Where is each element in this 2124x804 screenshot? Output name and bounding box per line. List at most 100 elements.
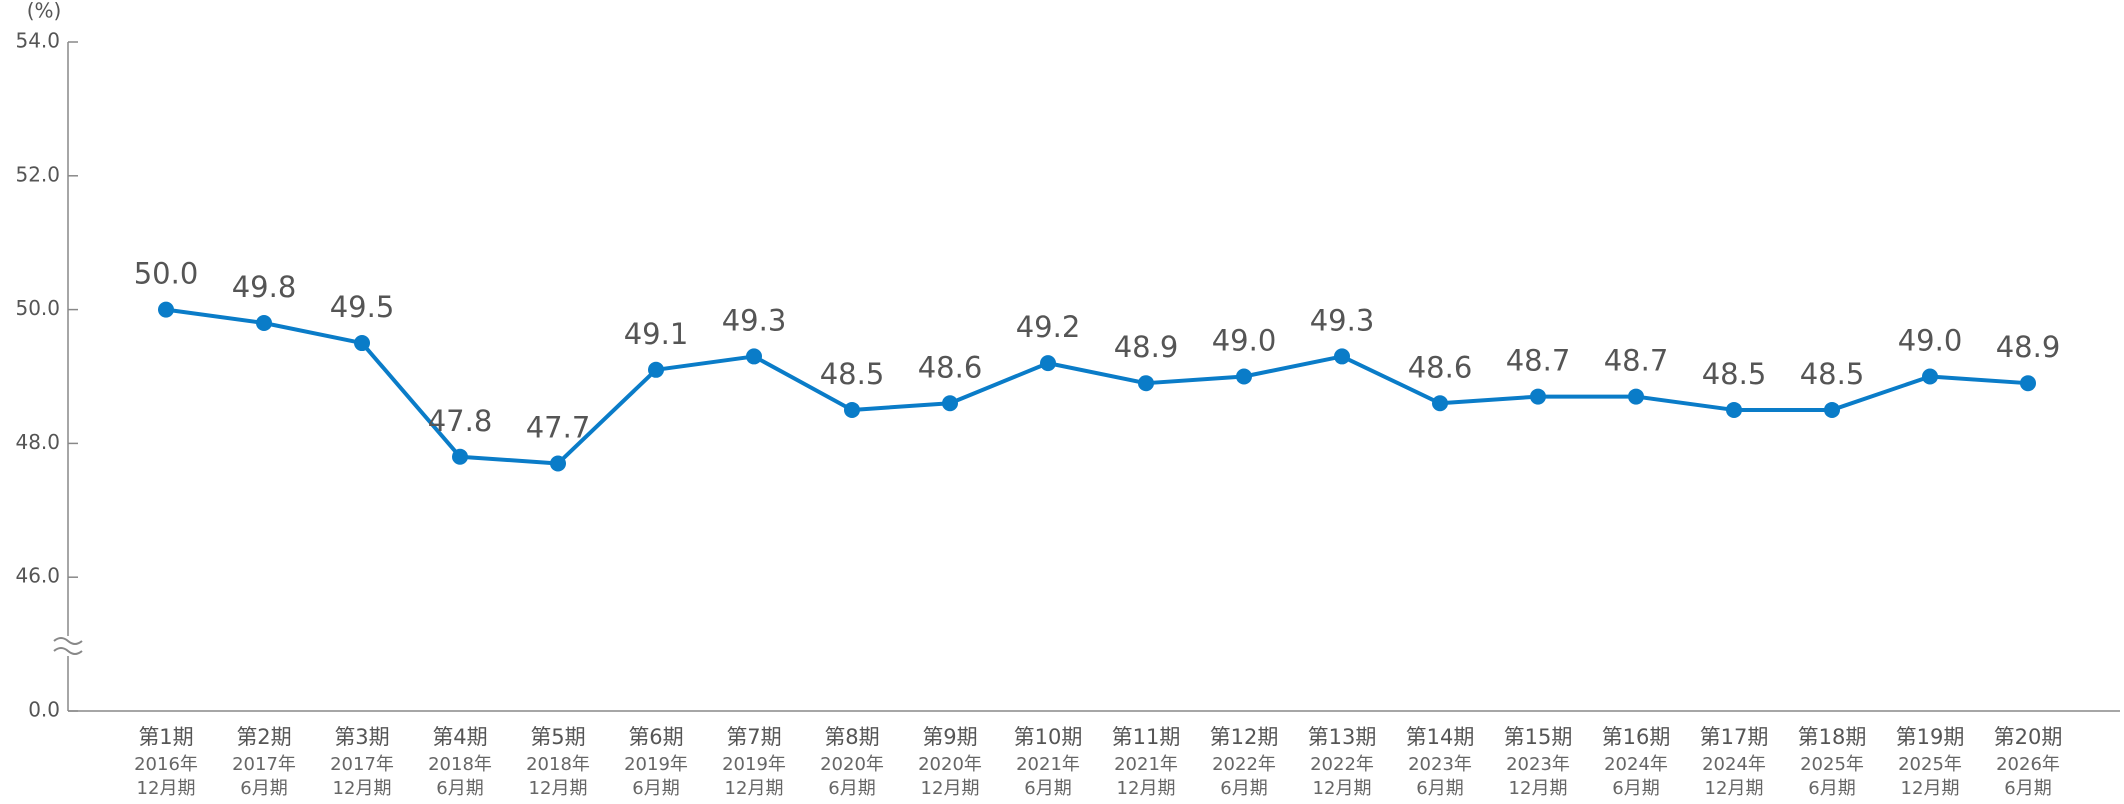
x-tick-label: 第15期 [1504, 725, 1573, 749]
x-tick-label: 第7期 [726, 725, 781, 749]
x-tick-label: 6月期 [632, 778, 679, 799]
x-tick-label: 6月期 [436, 778, 483, 799]
x-tick-label: 12月期 [921, 778, 980, 799]
data-label: 48.9 [1114, 330, 1179, 364]
x-tick-label: 第6期 [628, 725, 683, 749]
y-axis-label: (%) [27, 0, 62, 23]
x-tick-label: 12月期 [137, 778, 196, 799]
x-tick-label: 第16期 [1602, 725, 1671, 749]
data-label: 49.5 [330, 290, 395, 324]
x-tick-label: 第1期 [138, 725, 193, 749]
data-label: 48.7 [1506, 344, 1571, 378]
data-label: 48.6 [918, 350, 983, 384]
marker [1530, 388, 1546, 405]
marker [1236, 368, 1252, 385]
x-tick-label: 2017年 [232, 754, 296, 775]
x-tick-label: 2026年 [1996, 754, 2060, 775]
x-tick-label: 12月期 [333, 778, 392, 799]
data-label: 49.0 [1212, 324, 1277, 358]
axis-break [52, 636, 84, 656]
x-tick-label: 6月期 [2004, 778, 2051, 799]
x-tick-label: 2017年 [330, 754, 394, 775]
marker [256, 314, 272, 331]
x-tick-label: 第5期 [530, 725, 585, 749]
marker [1824, 401, 1840, 418]
marker [844, 401, 860, 418]
x-tick-label: 第8期 [824, 725, 879, 749]
x-tick-label: 12月期 [1509, 778, 1568, 799]
marker [158, 301, 174, 318]
x-tick-label: 12月期 [1901, 778, 1960, 799]
data-label: 47.7 [526, 410, 591, 444]
marker [354, 335, 370, 352]
x-tick-label: 2024年 [1702, 754, 1766, 775]
marker [1922, 368, 1938, 385]
marker [648, 361, 664, 378]
x-tick-label: 6月期 [1416, 778, 1463, 799]
data-label: 47.8 [428, 404, 493, 438]
marker [1726, 401, 1742, 418]
x-tick-label: 第2期 [236, 725, 291, 749]
data-label: 48.5 [1702, 357, 1767, 391]
x-tick-label: 2016年 [134, 754, 198, 775]
x-tick-label: 第10期 [1014, 725, 1083, 749]
data-label: 49.3 [722, 303, 787, 337]
x-tick-label: 第18期 [1798, 725, 1867, 749]
x-tick-label: 12月期 [1705, 778, 1764, 799]
x-tick-label: 第17期 [1700, 725, 1769, 749]
x-tick-label: 2025年 [1898, 754, 1962, 775]
x-tick-label: 6月期 [828, 778, 875, 799]
x-tick-label: 2024年 [1604, 754, 1668, 775]
data-label: 50.0 [134, 257, 199, 291]
marker [1040, 355, 1056, 372]
x-tick-label: 6月期 [1024, 778, 1071, 799]
x-tick-label: 第9期 [922, 725, 977, 749]
x-tick-label: 2018年 [428, 754, 492, 775]
x-tick-label: 2025年 [1800, 754, 1864, 775]
x-tick-label: 2019年 [722, 754, 786, 775]
x-tick-label: 6月期 [240, 778, 287, 799]
data-label: 49.2 [1016, 310, 1081, 344]
x-tick-label: 第11期 [1112, 725, 1181, 749]
data-label: 49.8 [232, 270, 297, 304]
marker [550, 455, 566, 472]
marker [1334, 348, 1350, 365]
x-tick-label: 12月期 [1313, 778, 1372, 799]
y-tick-label: 46.0 [15, 564, 60, 588]
y-tick-label: 54.0 [15, 29, 60, 53]
x-tick-label: 第4期 [432, 725, 487, 749]
x-tick-label: 第13期 [1308, 725, 1377, 749]
data-label: 48.9 [1996, 330, 2061, 364]
data-label: 49.0 [1898, 324, 1963, 358]
x-tick-label: 第20期 [1994, 725, 2063, 749]
data-label: 48.5 [820, 357, 885, 391]
x-tick-label: 12月期 [725, 778, 784, 799]
marker [1628, 388, 1644, 405]
x-tick-label: 第19期 [1896, 725, 1965, 749]
x-tick-label: 6月期 [1808, 778, 1855, 799]
marker [452, 448, 468, 465]
marker [1432, 395, 1448, 412]
x-tick-label: 第3期 [334, 725, 389, 749]
marker [746, 348, 762, 365]
data-label: 49.3 [1310, 303, 1375, 337]
y-tick-label: 50.0 [15, 296, 60, 320]
y-tick-label: 0.0 [28, 698, 60, 722]
data-label: 49.1 [624, 317, 689, 351]
y-tick-label: 48.0 [15, 430, 60, 454]
marker [1138, 375, 1154, 392]
x-tick-label: 2020年 [820, 754, 884, 775]
x-tick-label: 2020年 [918, 754, 982, 775]
x-tick-label: 2019年 [624, 754, 688, 775]
x-tick-label: 12月期 [529, 778, 588, 799]
y-tick-label: 52.0 [15, 162, 60, 186]
x-tick-label: 2023年 [1408, 754, 1472, 775]
x-tick-label: 2022年 [1310, 754, 1374, 775]
x-tick-label: 2022年 [1212, 754, 1276, 775]
marker [2020, 375, 2036, 392]
data-label: 48.6 [1408, 350, 1473, 384]
x-tick-label: 第14期 [1406, 725, 1475, 749]
x-tick-label: 2021年 [1114, 754, 1178, 775]
